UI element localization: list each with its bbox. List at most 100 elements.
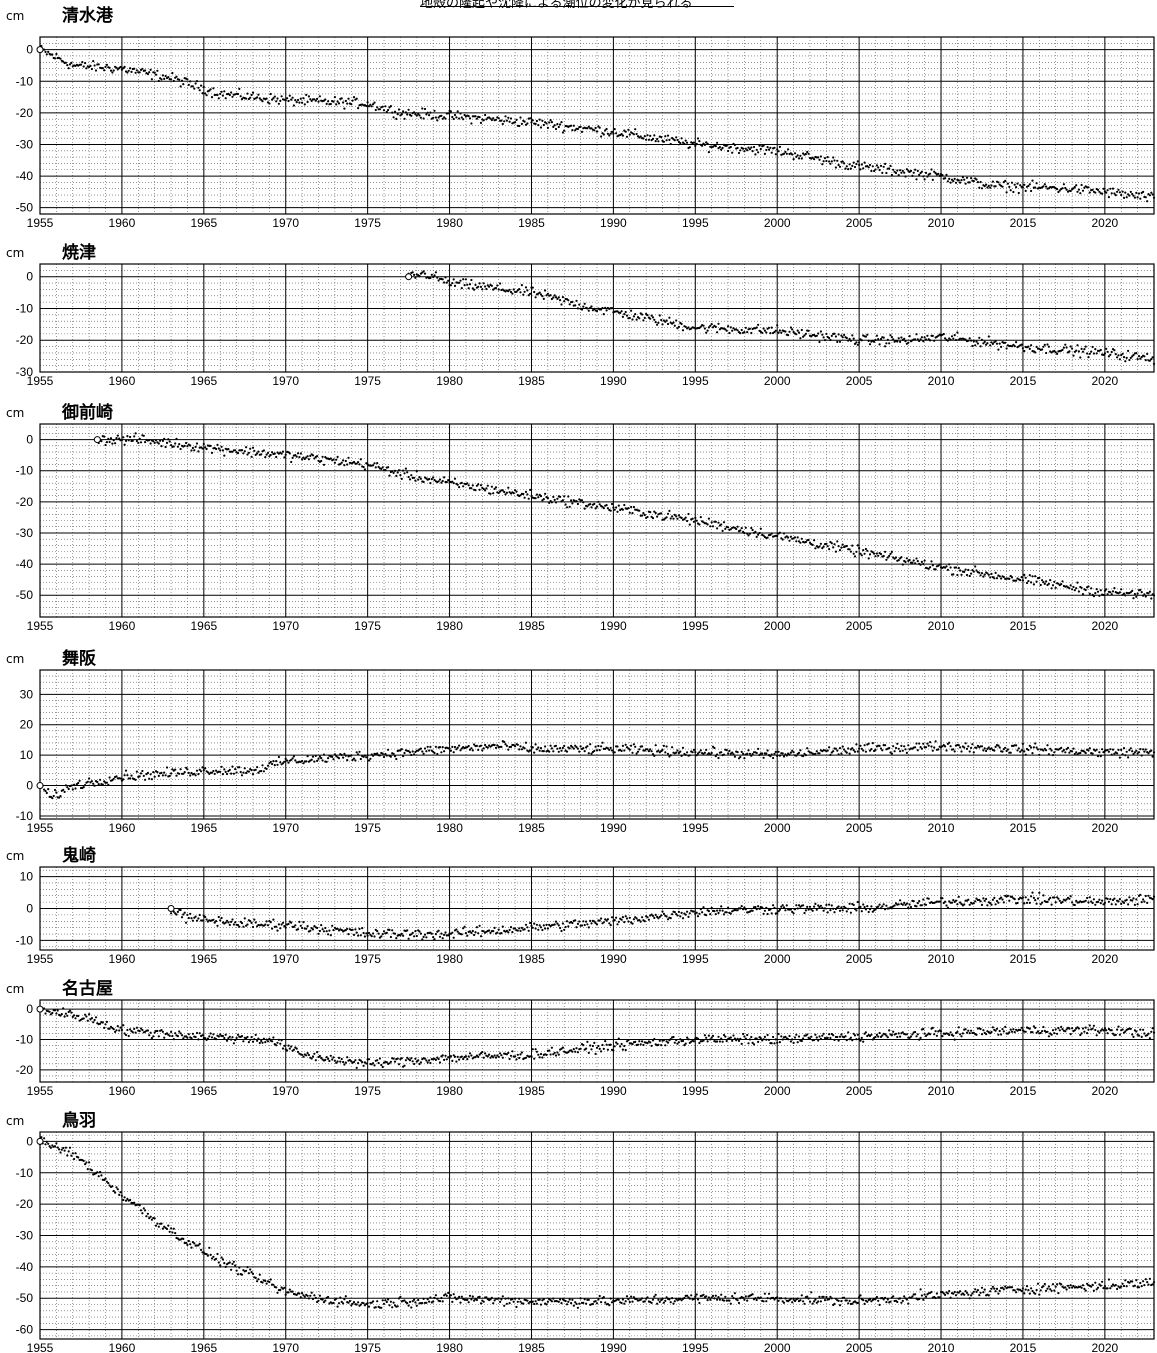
data-point — [724, 328, 727, 331]
data-point — [468, 748, 472, 751]
data-points — [170, 891, 1156, 941]
data-point — [782, 906, 786, 909]
data-point — [582, 1044, 585, 1047]
data-point — [475, 926, 478, 929]
data-point — [1042, 581, 1045, 584]
data-point — [1122, 356, 1126, 359]
data-point — [720, 523, 723, 526]
data-point — [441, 746, 444, 749]
data-point — [930, 745, 933, 748]
data-point — [568, 747, 571, 750]
data-point — [239, 95, 242, 98]
data-point — [709, 913, 712, 916]
data-point — [610, 307, 614, 310]
x-tick-label: 1995 — [682, 216, 709, 230]
data-point — [907, 906, 910, 909]
data-point — [557, 125, 560, 129]
data-point — [879, 552, 883, 556]
data-point — [735, 527, 738, 531]
data-point — [92, 782, 95, 785]
data-point — [74, 1017, 77, 1020]
data-point — [156, 771, 159, 774]
data-point — [628, 316, 631, 320]
data-point — [589, 743, 592, 746]
data-point — [434, 933, 437, 936]
data-point — [997, 348, 1000, 351]
data-point — [602, 313, 605, 316]
data-point — [1129, 356, 1132, 359]
data-point — [971, 344, 974, 348]
data-point — [322, 930, 326, 933]
data-point — [860, 163, 863, 166]
data-point — [478, 116, 481, 119]
data-point — [511, 931, 514, 934]
data-point — [64, 1012, 67, 1015]
data-point — [740, 328, 743, 332]
data-point — [493, 926, 496, 930]
data-point — [225, 772, 229, 776]
data-point — [322, 753, 326, 756]
data-point — [509, 926, 513, 929]
data-point — [493, 1054, 496, 1057]
x-tick-label: 2000 — [764, 374, 791, 388]
data-point — [681, 1039, 685, 1043]
data-point — [874, 168, 877, 171]
data-point — [485, 487, 488, 490]
data-point — [171, 71, 174, 75]
data-point — [357, 1062, 360, 1065]
data-point — [755, 535, 758, 539]
data-point — [772, 756, 775, 760]
data-point — [171, 768, 174, 771]
data-point — [256, 96, 259, 99]
plot-frame — [39, 423, 1155, 618]
data-point — [1061, 348, 1064, 351]
data-point — [451, 480, 454, 483]
data-point — [890, 336, 894, 339]
data-point — [817, 332, 820, 335]
data-point — [447, 279, 450, 282]
data-point — [594, 745, 597, 748]
data-point — [690, 327, 693, 330]
data-point — [531, 926, 534, 929]
data-point — [959, 901, 962, 904]
data-point — [709, 1038, 712, 1041]
data-point — [664, 135, 667, 138]
data-point — [804, 909, 808, 912]
data-point — [1072, 354, 1075, 357]
data-point — [100, 440, 103, 443]
data-point — [1002, 748, 1005, 751]
data-point — [126, 435, 129, 438]
data-point — [149, 68, 152, 71]
data-point — [660, 136, 663, 139]
data-point — [654, 321, 657, 324]
data-point — [101, 783, 104, 786]
data-point — [564, 925, 567, 929]
data-point — [335, 754, 338, 758]
data-point — [283, 925, 286, 928]
data-point — [501, 1056, 504, 1059]
data-point — [153, 71, 156, 74]
data-point — [1027, 580, 1030, 583]
data-point — [758, 753, 761, 757]
data-point — [1069, 584, 1072, 587]
data-point — [920, 747, 924, 750]
data-point — [101, 67, 104, 70]
data-point — [1113, 587, 1116, 590]
data-point — [271, 98, 274, 101]
data-point — [410, 114, 413, 117]
data-point — [986, 186, 989, 189]
data-point — [777, 150, 780, 153]
data-point — [552, 1053, 555, 1056]
data-point — [336, 927, 339, 930]
data-point — [428, 477, 431, 481]
data-point — [141, 67, 144, 70]
data-point — [170, 78, 173, 81]
data-point — [148, 439, 151, 442]
data-point — [676, 914, 679, 917]
data-point — [1038, 891, 1041, 894]
data-point — [471, 749, 474, 752]
data-point — [755, 908, 758, 911]
data-point — [303, 103, 306, 106]
data-point — [224, 921, 227, 924]
data-point — [421, 750, 424, 753]
